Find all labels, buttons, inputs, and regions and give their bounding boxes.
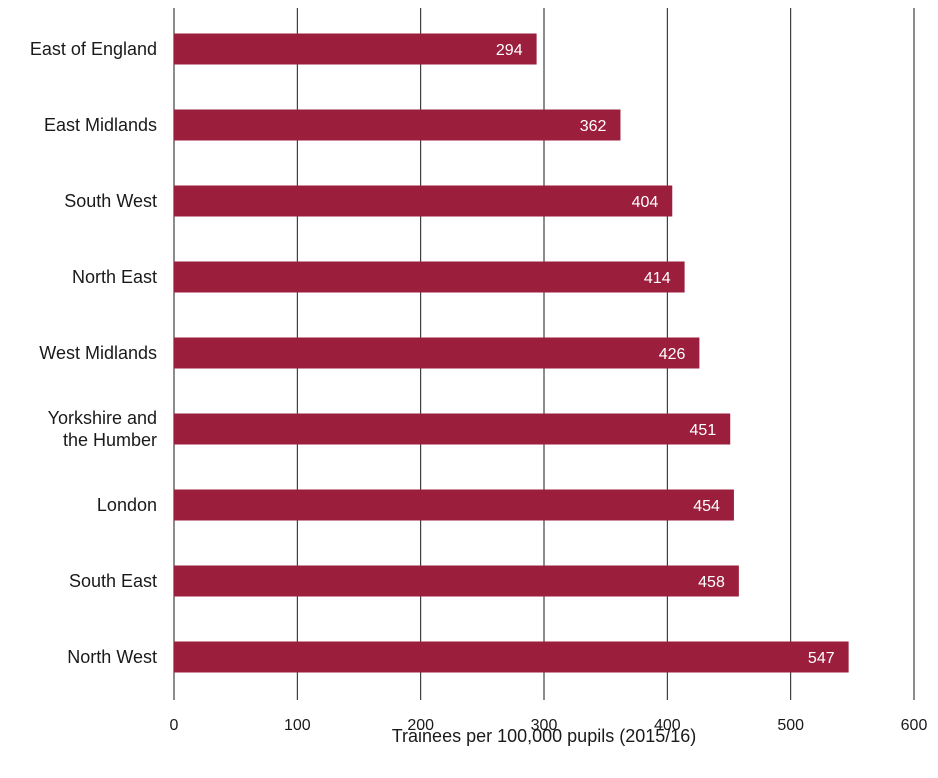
category-label-east-of-england: East of England [30, 39, 157, 59]
category-label-south-west: South West [64, 191, 157, 211]
x-tick-label-200: 200 [407, 717, 434, 734]
category-label-south-east: South East [69, 571, 157, 591]
data-label-west-midlands: 426 [659, 346, 686, 363]
data-label-south-east: 458 [698, 574, 725, 591]
x-axis-title: Trainees per 100,000 pupils (2015/16) [392, 726, 697, 746]
x-tick-label-500: 500 [777, 717, 804, 734]
x-tick-label-100: 100 [284, 717, 311, 734]
category-label-london: London [97, 495, 157, 515]
x-tick-label-400: 400 [654, 717, 681, 734]
bar-east-of-england [174, 33, 537, 65]
x-tick-label-300: 300 [531, 717, 558, 734]
category-label-north-east: North East [72, 267, 157, 287]
bar-south-east [174, 565, 739, 597]
category-label-line: East of England [30, 39, 157, 59]
bar-north-east [174, 261, 685, 293]
x-tick-labels: 0 100 200 300 400 500 600 [170, 717, 928, 734]
data-label-south-west: 404 [632, 194, 659, 211]
category-label-line: South West [64, 191, 157, 211]
category-label-line: London [97, 495, 157, 515]
category-label-line: North East [72, 267, 157, 287]
category-label-line: South East [69, 571, 157, 591]
category-label-yorkshire-and-the-humber: Yorkshire and the Humber [48, 408, 157, 450]
data-label-east-of-england: 294 [496, 42, 523, 59]
data-label-yorkshire-and-the-humber: 451 [690, 422, 717, 439]
bar-south-west [174, 185, 673, 217]
bar-yorkshire-and-the-humber [174, 413, 731, 445]
bar-north-west [174, 641, 849, 673]
category-label-line: the Humber [63, 430, 157, 450]
x-tick-label-0: 0 [170, 717, 179, 734]
bar-london [174, 489, 734, 521]
category-label-line: West Midlands [39, 343, 157, 363]
x-tick-label-600: 600 [901, 717, 928, 734]
category-label-east-midlands: East Midlands [44, 115, 157, 135]
bar-west-midlands [174, 337, 700, 369]
bars: 294 362 404 414 426 451 454 458 547 [174, 33, 849, 673]
category-label-line: North West [67, 647, 157, 667]
category-labels: East of England East Midlands South West No… [30, 39, 157, 667]
category-label-west-midlands: West Midlands [39, 343, 157, 363]
category-label-line: Yorkshire and [48, 408, 157, 428]
data-label-north-west: 547 [808, 650, 835, 667]
data-label-london: 454 [693, 498, 720, 515]
bar-east-midlands [174, 109, 621, 141]
category-label-line: East Midlands [44, 115, 157, 135]
category-label-north-west: North West [67, 647, 157, 667]
data-label-east-midlands: 362 [580, 118, 607, 135]
data-label-north-east: 414 [644, 270, 671, 287]
